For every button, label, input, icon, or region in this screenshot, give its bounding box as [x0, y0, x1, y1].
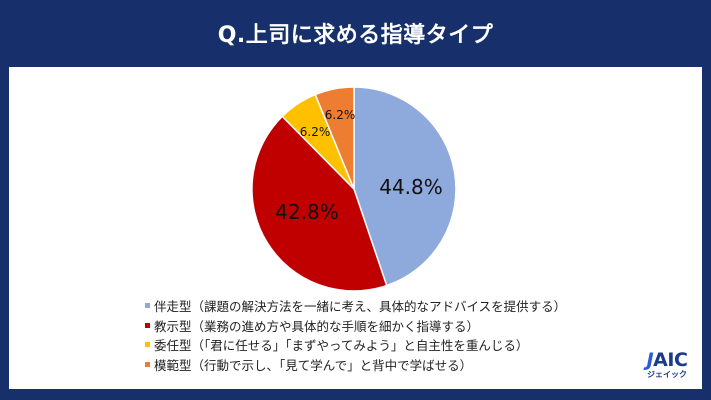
data-label-mohan: 6.2%: [324, 108, 356, 122]
pie-slice-kyouji: [251, 115, 388, 292]
legend-marker-icon: [145, 322, 150, 328]
legend: 伴走型（課題の解決方法を一緒に考え、具体的なアドバイスを提供する） 教示型（業務…: [145, 296, 566, 374]
logo-text: AIC: [653, 349, 688, 371]
data-label-inin: 6.2%: [299, 125, 331, 139]
legend-marker-icon: [145, 303, 150, 309]
legend-marker-icon: [145, 361, 150, 367]
legend-item-mohan: 模範型（行動で示し、「見て学んで」と背中で学ばせる）: [145, 355, 566, 375]
data-label-bansou: 44.8%: [379, 175, 443, 199]
legend-label: 伴走型（課題の解決方法を一緒に考え、具体的なアドバイスを提供する）: [154, 299, 567, 315]
legend-label: 委任型（「君に任せる」「まずやってみよう」と自主性を重んじる）: [154, 338, 529, 354]
legend-label: 模範型（行動で示し、「見て学んで」と背中で学ばせる）: [154, 357, 473, 373]
data-label-kyouji: 42.8%: [275, 200, 339, 224]
pie-slice-mohan: [314, 86, 355, 190]
pie-chart: [251, 86, 457, 292]
pie-slice-bansou: [353, 86, 457, 287]
chart-panel: 44.8% 42.8% 6.2% 6.2% 伴走型（課題の解決方法を一緒に考え、…: [9, 67, 702, 389]
legend-item-inin: 委任型（「君に任せる」「まずやってみよう」と自主性を重んじる）: [145, 335, 566, 355]
jaic-logo: JAIC ジェイック: [641, 350, 693, 380]
legend-item-bansou: 伴走型（課題の解決方法を一緒に考え、具体的なアドバイスを提供する）: [145, 296, 566, 316]
page-title: Q.上司に求める指導タイプ: [217, 23, 494, 48]
logo-j: J: [646, 349, 654, 371]
legend-item-kyouji: 教示型（業務の進め方や具体的な手順を細かく指導する）: [145, 316, 566, 336]
legend-marker-icon: [145, 342, 150, 348]
legend-label: 教示型（業務の進め方や具体的な手順を細かく指導する）: [154, 318, 480, 334]
logo-subtext: ジェイック: [647, 370, 687, 379]
